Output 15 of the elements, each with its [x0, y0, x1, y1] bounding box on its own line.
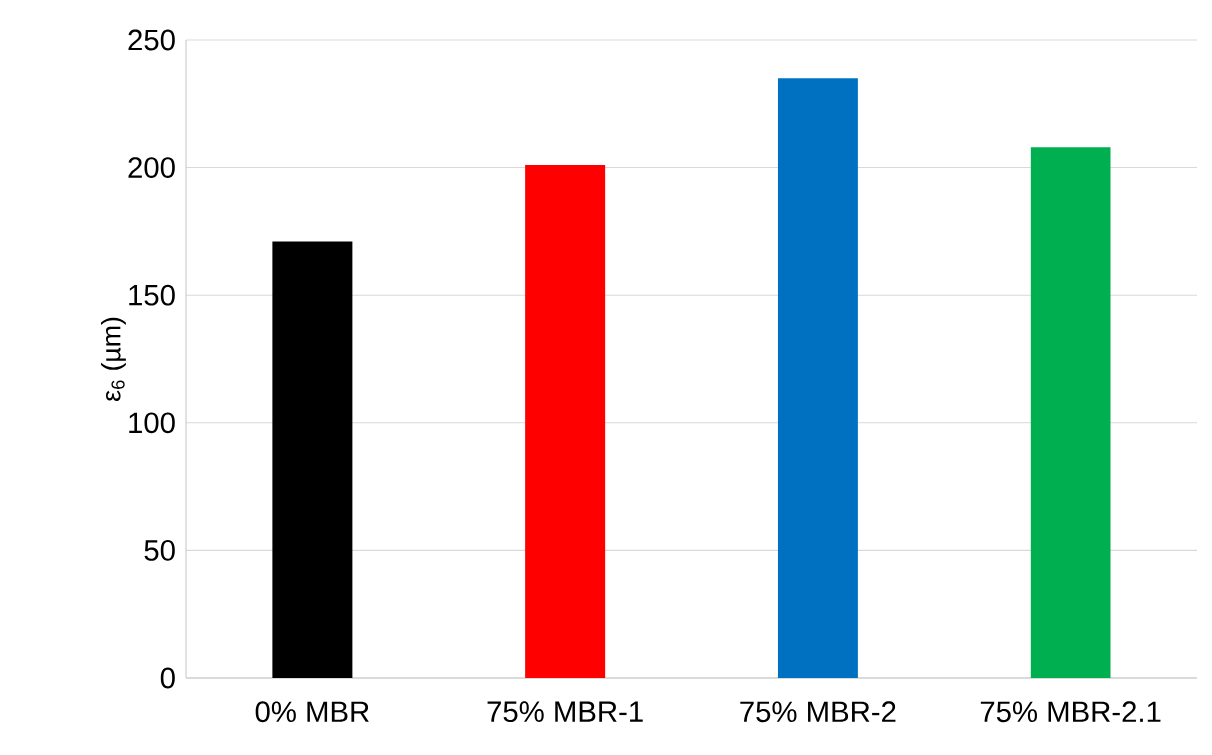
x-tick-label: 75% MBR-1 [487, 701, 643, 723]
x-tick-label: 75% MBR-2 [740, 701, 896, 723]
x-tick-label: 0% MBR [255, 701, 369, 723]
bar [777, 78, 858, 678]
y-tick-label: 250 [128, 29, 175, 51]
y-tick-label: 200 [128, 157, 175, 178]
bar [272, 241, 353, 678]
y-tick-label: 50 [144, 539, 175, 561]
x-tick-label: 75% MBR-2.1 [980, 701, 1161, 723]
y-axis-title: ε$_{6}$ (µm) [101, 317, 126, 401]
y-tick-label: 0 [160, 667, 175, 689]
bar [1030, 147, 1111, 678]
y-tick-label: 150 [129, 284, 175, 306]
bar [525, 165, 606, 678]
y-tick-label: 100 [129, 412, 175, 434]
